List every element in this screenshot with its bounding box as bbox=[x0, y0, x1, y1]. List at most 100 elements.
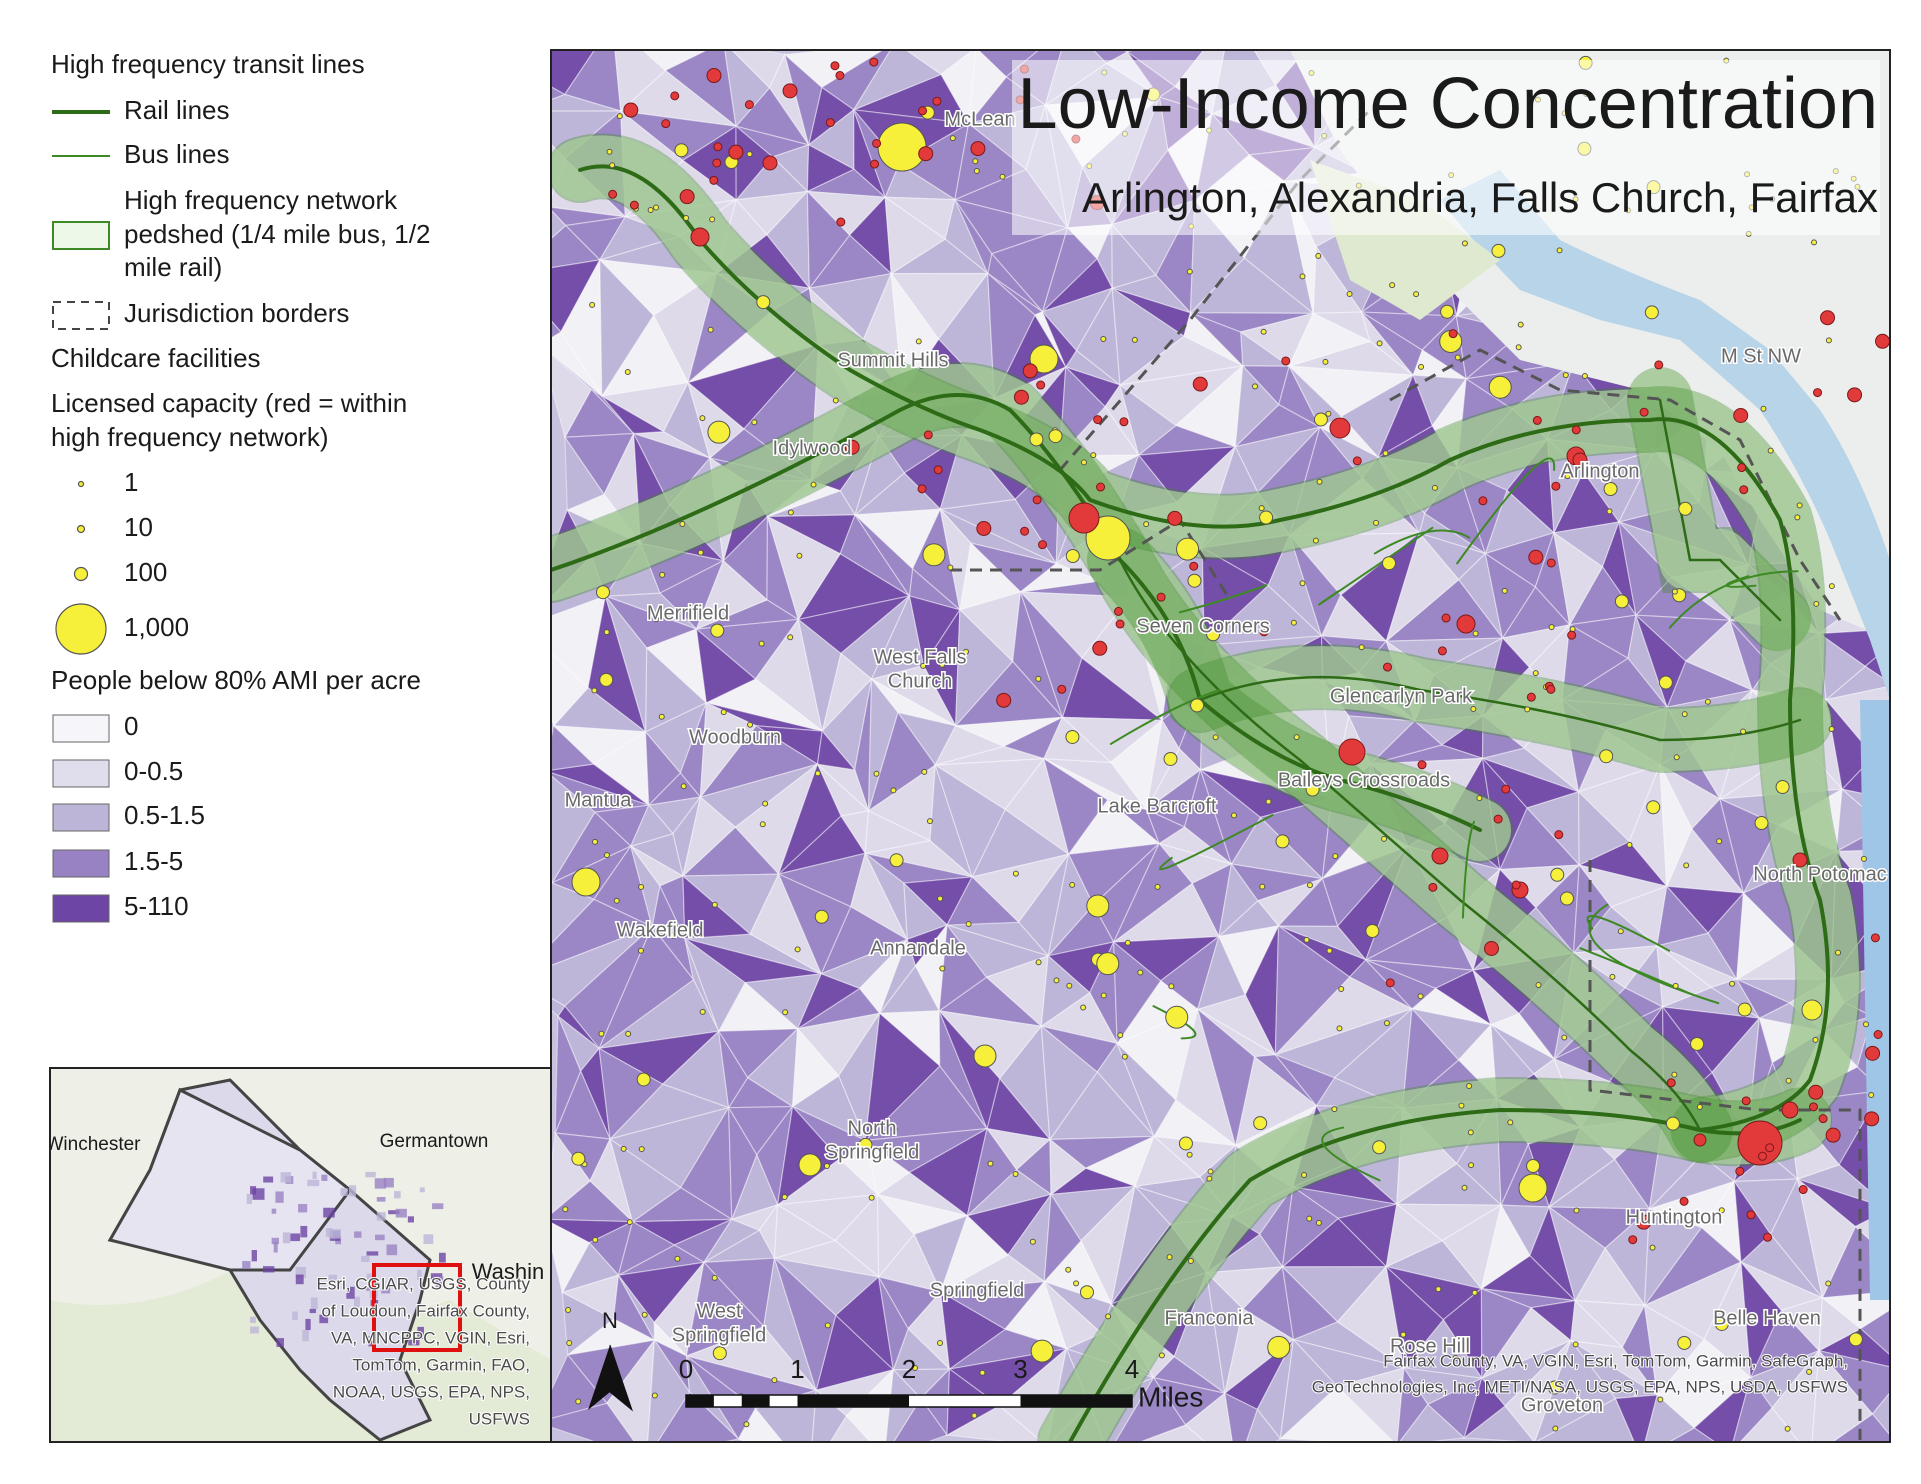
childcare-facility bbox=[1665, 1116, 1680, 1131]
tract bbox=[806, 189, 851, 290]
tract bbox=[772, 1257, 880, 1317]
tract bbox=[864, 1012, 941, 1143]
childcare-facility bbox=[1158, 1352, 1165, 1359]
childcare-facility-network bbox=[852, 34, 866, 48]
childcare-facility bbox=[1760, 405, 1767, 412]
childcare-facility-network bbox=[836, 217, 846, 227]
childcare-facility bbox=[921, 768, 928, 775]
tract bbox=[970, 853, 1071, 924]
tract bbox=[1288, 312, 1372, 368]
tract bbox=[1811, 1349, 1874, 1442]
tract bbox=[902, 876, 974, 927]
inset-tract bbox=[430, 1273, 443, 1280]
childcare-facility bbox=[565, 794, 572, 801]
childcare-facility-network bbox=[1383, 662, 1393, 672]
childcare-facility bbox=[592, 1236, 599, 1243]
north-arrow: N bbox=[588, 1308, 634, 1412]
childcare-facility-network bbox=[1679, 1196, 1689, 1206]
childcare-facility-network bbox=[1567, 630, 1577, 640]
childcare-facility bbox=[973, 168, 980, 175]
inset-tract bbox=[376, 1212, 386, 1221]
legend-item: Bus lines bbox=[124, 139, 230, 169]
childcare-facility bbox=[1306, 882, 1313, 889]
childcare-facility-network bbox=[1456, 614, 1476, 634]
tract bbox=[1289, 340, 1415, 376]
childcare-facility bbox=[746, 151, 753, 158]
tract bbox=[604, 595, 648, 733]
tract bbox=[727, 1076, 795, 1109]
legend-item: 1.5-5 bbox=[124, 846, 183, 876]
childcare-facility-network bbox=[1847, 387, 1863, 403]
childcare-facility-network bbox=[1571, 425, 1581, 435]
tract bbox=[1385, 1265, 1445, 1370]
place-label: Springfield bbox=[825, 1141, 920, 1163]
childcare-facility bbox=[565, 1306, 572, 1313]
tract bbox=[1019, 591, 1083, 720]
childcare-facility bbox=[1435, 1286, 1442, 1293]
childcare-facility bbox=[1336, 1025, 1343, 1032]
childcare-facility bbox=[1012, 1170, 1019, 1177]
tract bbox=[1647, 1180, 1736, 1229]
childcare-facility bbox=[591, 687, 598, 694]
tract bbox=[1230, 863, 1323, 902]
childcare-facility bbox=[1785, 1077, 1792, 1084]
tract bbox=[934, 763, 1006, 879]
legend-item: mile rail) bbox=[124, 252, 222, 282]
childcare-facility bbox=[1259, 883, 1266, 890]
childcare-facility bbox=[1400, 1331, 1407, 1338]
tract bbox=[987, 272, 1036, 401]
childcare-facility bbox=[823, 1163, 830, 1170]
tract bbox=[864, 1138, 911, 1196]
tract bbox=[1534, 532, 1571, 627]
childcare-facility bbox=[1801, 999, 1823, 1021]
childcare-facility bbox=[1190, 698, 1205, 713]
tract bbox=[1111, 287, 1185, 387]
childcare-facility bbox=[1100, 336, 1107, 343]
tract bbox=[1116, 1042, 1177, 1138]
tract bbox=[908, 1127, 988, 1217]
tract bbox=[816, 729, 857, 771]
childcare-facility bbox=[599, 672, 614, 687]
inset-tract bbox=[366, 1251, 379, 1256]
tract bbox=[1548, 1205, 1606, 1303]
title-backdrop bbox=[1012, 60, 1880, 235]
childcare-facility bbox=[1644, 305, 1659, 320]
childcare-facility bbox=[1673, 754, 1680, 761]
childcare-facility bbox=[641, 1311, 648, 1318]
tract bbox=[1196, 1007, 1256, 1146]
tract bbox=[966, 1127, 1018, 1218]
childcare-facility bbox=[659, 571, 666, 578]
childcare-facility bbox=[1035, 959, 1042, 966]
childcare-facility-network bbox=[1765, 1143, 1775, 1153]
childcare-facility-network bbox=[1329, 417, 1351, 439]
childcare-facility-network bbox=[1910, 1138, 1918, 1146]
tract bbox=[1289, 534, 1342, 638]
inset-tract bbox=[374, 1178, 387, 1189]
childcare-facility-network bbox=[1478, 496, 1488, 506]
childcare-facility-network bbox=[1437, 646, 1447, 656]
childcare-facility bbox=[1303, 936, 1310, 943]
tract bbox=[870, 593, 925, 680]
jurisdiction-border bbox=[950, 517, 1232, 601]
tract bbox=[775, 1193, 880, 1242]
scale-bar-segment bbox=[741, 1395, 770, 1407]
scale-tick-label: 0 bbox=[679, 1354, 693, 1384]
childcare-facility bbox=[1466, 1083, 1473, 1090]
childcare-facility-network bbox=[1192, 376, 1208, 392]
tract bbox=[1218, 925, 1280, 997]
childcare-facility bbox=[1178, 1136, 1193, 1151]
pedshed-symbol bbox=[52, 221, 110, 250]
childcare-facility-network bbox=[1820, 310, 1836, 326]
inset-tract bbox=[368, 1336, 373, 1347]
childcare-facility bbox=[1176, 537, 1200, 561]
childcare-facility-network bbox=[1526, 692, 1536, 702]
childcare-facility bbox=[1806, 1368, 1813, 1375]
tract bbox=[1707, 891, 1745, 982]
tract bbox=[1472, 969, 1521, 1026]
inset-tract bbox=[305, 1318, 311, 1331]
childcare-facility bbox=[1461, 240, 1468, 247]
place-label: Groveton bbox=[1521, 1394, 1603, 1416]
inset-tract bbox=[323, 1207, 335, 1218]
childcare-facility bbox=[595, 585, 610, 600]
